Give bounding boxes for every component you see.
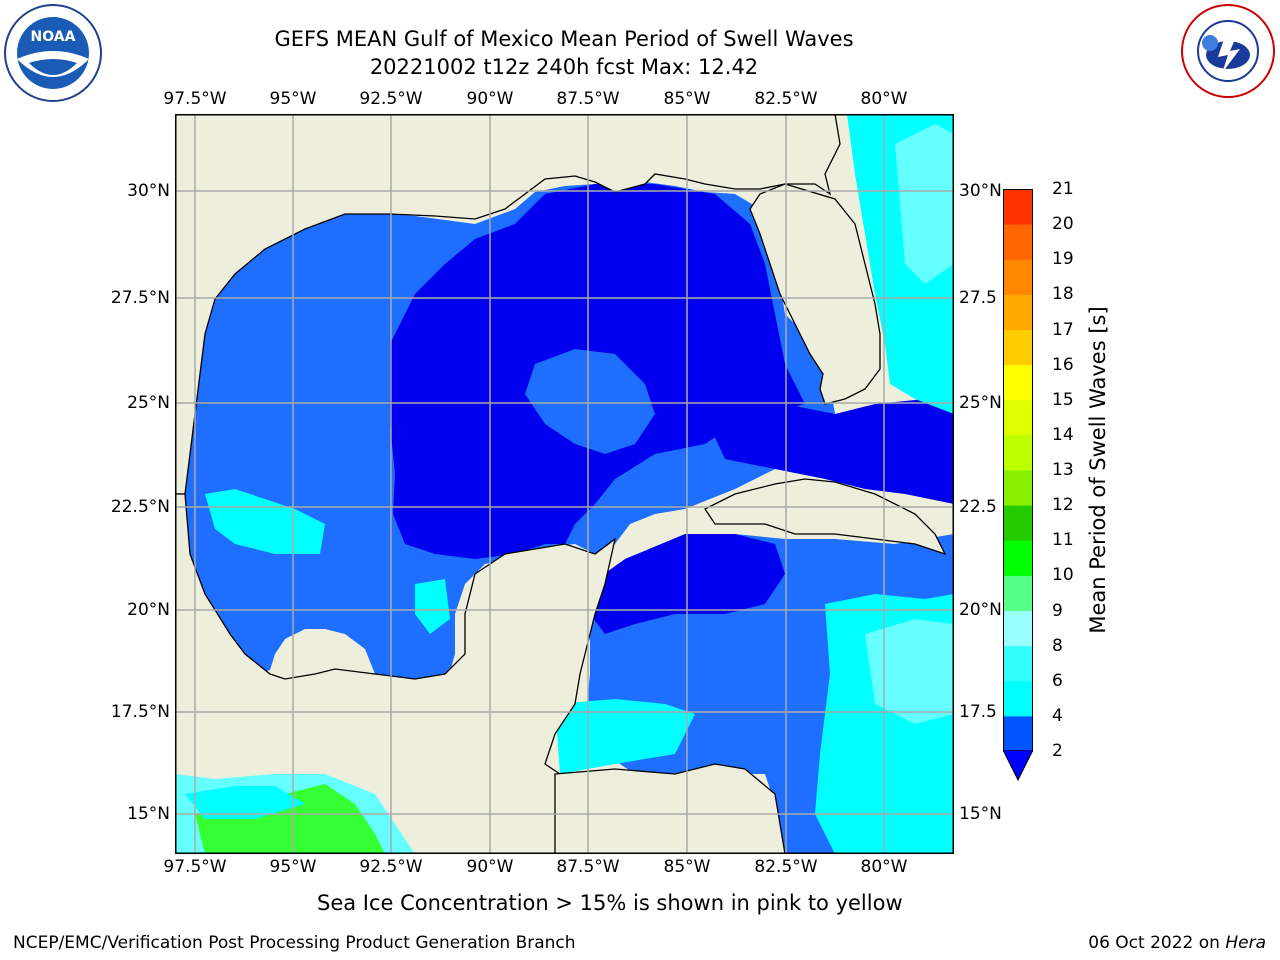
colorbar-under-arrow	[1003, 750, 1033, 782]
colorbar-tick-label: 13	[1052, 460, 1074, 480]
lon-label-bottom: 82.5°W	[754, 857, 818, 877]
colorbar-segment	[1003, 364, 1033, 401]
colorbar-segment	[1003, 224, 1033, 260]
pacific-cyan	[185, 786, 305, 819]
honduras	[554, 763, 786, 854]
colorbar-segment	[1003, 434, 1033, 471]
colorbar-tick-label: 19	[1052, 249, 1074, 270]
colorbar-segment	[1003, 189, 1033, 225]
lon-label-top: 97.5°W	[163, 89, 227, 109]
colorbar-segment	[1003, 505, 1033, 541]
colorbar-tick-label: 2	[1052, 741, 1063, 761]
lon-label-bottom: 95°W	[269, 857, 317, 877]
lat-label-left: 15°N	[127, 804, 170, 824]
date-text: 06 Oct 2022 on Hera	[1088, 933, 1266, 953]
chart-subtitle: 20221002 t12z 240h fcst Max: 12.42	[369, 55, 759, 79]
colorbar-tick-label: 17	[1052, 319, 1074, 340]
colorbar-segment	[1003, 294, 1033, 330]
lat-label-left: 20°N	[127, 600, 170, 620]
lat-label-left: 25°N	[127, 393, 170, 413]
us-coast	[175, 114, 841, 495]
colorbar-segment	[1003, 610, 1033, 647]
colorbar-segment	[1003, 575, 1033, 611]
florida	[749, 183, 881, 405]
colorbar-title: Mean Period of Swell Waves [s]	[1086, 306, 1110, 634]
lat-label-right: 17.5	[959, 702, 997, 722]
lon-label-top: 90°W	[466, 89, 514, 109]
graticule	[175, 114, 954, 854]
colorbar-tick-label: 10	[1052, 565, 1074, 586]
colorbar-segment	[1003, 259, 1033, 295]
colorbar-tick-label: 21	[1052, 179, 1074, 199]
pacific-green	[195, 784, 385, 854]
colorbar-segment	[1003, 540, 1033, 576]
colorbar-segment	[1003, 399, 1033, 436]
lat-label-left: 30°N	[127, 181, 170, 201]
atlantic-light	[895, 124, 954, 284]
colorbar-segment	[1003, 329, 1033, 366]
western-cyan-patch	[205, 489, 325, 554]
campeche-cyan	[415, 579, 450, 634]
colorbar-segment	[1003, 715, 1033, 752]
colorbar-tick-label: 14	[1052, 424, 1074, 445]
colorbar-tick-label: 4	[1052, 705, 1063, 726]
cuba	[704, 478, 947, 556]
lon-label-bottom: 92.5°W	[359, 857, 423, 877]
map-frame	[175, 114, 954, 854]
lat-label-left: 27.5°N	[110, 288, 170, 308]
lat-label-right: 20°N	[959, 600, 1002, 620]
sea-ice-note: Sea Ice Concentration > 15% is shown in …	[317, 891, 903, 915]
lon-label-top: 95°W	[269, 89, 317, 109]
colorbar-tick-label: 18	[1052, 284, 1074, 305]
lon-label-top: 87.5°W	[556, 89, 620, 109]
lat-label-right: 30°N	[959, 181, 1002, 201]
chart-title: GEFS MEAN Gulf of Mexico Mean Period of …	[274, 27, 854, 51]
colorbar-segment	[1003, 645, 1033, 682]
colorbar-segment	[1003, 470, 1033, 506]
credit-text: NCEP/EMC/Verification Post Processing Pr…	[13, 933, 576, 953]
colorbar-tick-label: 20	[1052, 214, 1074, 235]
host-name: Hera	[1225, 933, 1266, 953]
lon-label-bottom: 85°W	[663, 857, 711, 877]
colorbar-tick-label: 15	[1052, 389, 1074, 410]
lat-label-right: 27.5	[959, 288, 997, 308]
lon-label-bottom: 80°W	[860, 857, 908, 877]
lon-label-top: 82.5°W	[754, 89, 818, 109]
map-panel	[175, 114, 954, 854]
channel-deep	[695, 394, 954, 504]
lon-label-bottom: 87.5°W	[556, 857, 620, 877]
lon-label-top: 85°W	[663, 89, 711, 109]
colorbar-tick-label: 6	[1052, 670, 1063, 691]
caribbean-light	[865, 619, 954, 724]
colorbar-tick-label: 16	[1052, 354, 1074, 375]
nws-logo	[1181, 4, 1275, 98]
lon-label-top: 80°W	[860, 89, 908, 109]
svg-text:NOAA: NOAA	[31, 29, 76, 45]
colorbar	[1003, 189, 1033, 752]
date-value: 06 Oct 2022 on	[1088, 933, 1226, 953]
lat-label-left: 17.5°N	[110, 702, 170, 722]
colorbar-tick-label: 9	[1052, 600, 1063, 621]
lat-label-right: 25°N	[959, 393, 1002, 413]
lon-label-top: 92.5°W	[359, 89, 423, 109]
lat-label-right: 22.5	[959, 497, 997, 517]
lat-label-right: 15°N	[959, 804, 1002, 824]
colorbar-segment	[1003, 680, 1033, 717]
mid-water-patch	[525, 349, 655, 454]
colorbar-tick-label: 11	[1052, 530, 1074, 551]
lon-label-bottom: 97.5°W	[163, 857, 227, 877]
honduras-cyan	[555, 699, 695, 774]
colorbar-tick-label: 12	[1052, 495, 1074, 516]
colorbar-tick-label: 8	[1052, 635, 1063, 656]
lat-label-left: 22.5°N	[110, 497, 170, 517]
noaa-logo: NOAA	[4, 4, 102, 102]
lon-label-bottom: 90°W	[466, 857, 514, 877]
